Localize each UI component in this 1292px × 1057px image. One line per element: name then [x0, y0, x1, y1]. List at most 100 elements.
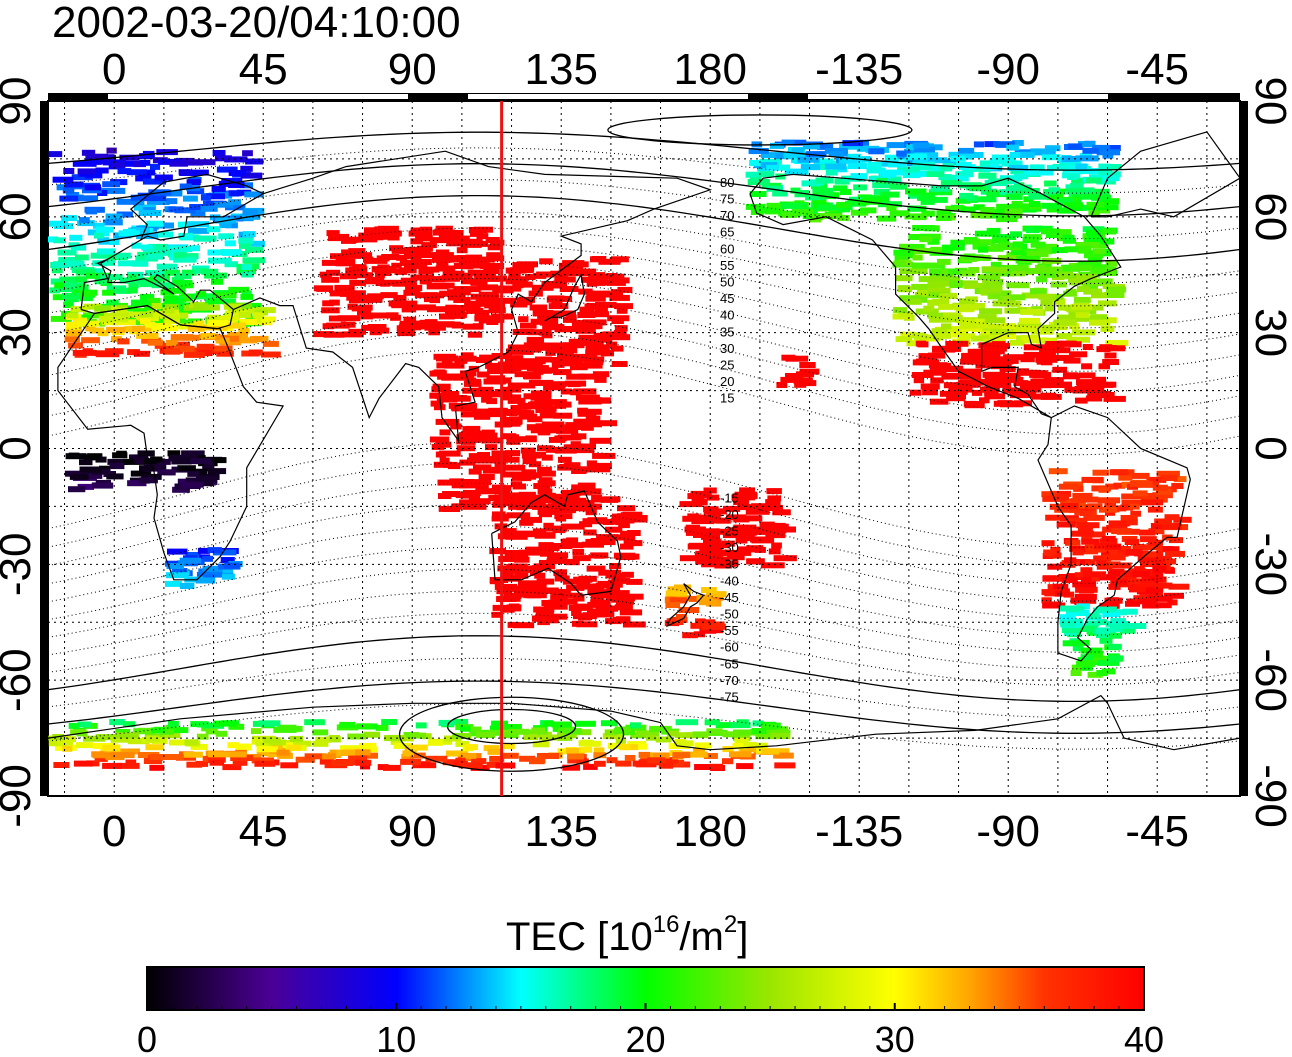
tec-cell: [223, 298, 236, 305]
tec-cell: [179, 557, 202, 564]
tec-cell: [130, 194, 144, 201]
tec-cell: [313, 285, 333, 292]
tec-cell: [984, 317, 1006, 324]
tec-cell: [499, 732, 519, 739]
tec-cell: [959, 298, 975, 305]
tec-cell: [923, 369, 947, 376]
tec-cell: [73, 760, 93, 767]
tec-cell: [817, 143, 834, 150]
tec-cell: [242, 209, 258, 216]
tec-cell: [571, 320, 587, 327]
tec-cell: [380, 292, 398, 299]
tec-cell: [1111, 528, 1132, 535]
tec-cell: [745, 171, 760, 178]
tec-cell: [529, 758, 545, 765]
tec-cell: [805, 194, 825, 201]
tec-cell: [1063, 202, 1084, 209]
tec-cell: [1066, 573, 1079, 580]
tec-cell: [442, 506, 461, 512]
tec-cell: [772, 190, 788, 197]
tec-cell: [1125, 549, 1143, 555]
tec-cell: [752, 528, 767, 535]
tec-cell: [497, 533, 522, 540]
tec-cell: [195, 480, 213, 487]
tec-cell: [607, 579, 622, 586]
tec-cell: [417, 252, 438, 259]
tec-cell: [1049, 490, 1071, 497]
tec-cell: [1081, 476, 1104, 483]
tec-cell: [838, 157, 857, 164]
tec-cell: [959, 368, 981, 375]
tec-cell: [1047, 563, 1063, 570]
tec-cell: [208, 751, 230, 758]
tec-cell: [116, 252, 131, 259]
tec-cell: [1003, 354, 1026, 361]
tec-cell: [312, 740, 329, 747]
tec-cell: [502, 464, 526, 471]
tec-cell: [570, 364, 588, 371]
tec-cell: [589, 421, 602, 428]
tec-cell: [245, 315, 263, 322]
tec-cell: [116, 198, 138, 205]
tec-cell: [1049, 503, 1062, 510]
tec-cell: [165, 339, 178, 346]
tec-cell: [977, 274, 1001, 281]
tec-cell: [602, 733, 623, 740]
tec-cell: [1042, 602, 1066, 609]
tec-cell: [326, 322, 350, 329]
tec-cell: [582, 362, 603, 369]
tec-cell: [780, 376, 804, 383]
tec-cell: [109, 239, 120, 245]
tec-cell: [565, 380, 587, 387]
tec-cell: [160, 728, 174, 735]
tec-cell: [443, 461, 458, 468]
tec-cell: [611, 517, 635, 524]
axis-left-tick-label: -30: [0, 533, 40, 597]
axis-top-tick-label: 0: [102, 45, 126, 94]
tec-cell: [106, 326, 125, 333]
tec-cell: [206, 457, 227, 464]
tec-cell: [1084, 544, 1102, 551]
tec-cell: [1000, 376, 1024, 383]
tec-cell: [593, 747, 605, 754]
tec-cell: [836, 201, 850, 208]
tec-cell: [1109, 625, 1123, 632]
tec-cell: [139, 311, 153, 318]
tec-cell: [186, 179, 201, 186]
tec-cell: [757, 207, 779, 214]
tec-cell: [617, 513, 628, 520]
tec-cell: [999, 366, 1016, 373]
tec-cell: [1059, 161, 1081, 167]
tec-cell: [591, 256, 607, 262]
tec-cell: [491, 720, 508, 727]
tec-cell: [545, 525, 568, 532]
tec-cell: [195, 291, 207, 298]
tec-cell: [227, 742, 240, 749]
tec-cell: [1073, 597, 1097, 604]
tec-cell: [1118, 474, 1133, 481]
tec-cell: [1070, 183, 1084, 189]
tec-cell: [773, 752, 794, 759]
tec-cell: [1149, 576, 1163, 583]
tec-cell: [1086, 575, 1100, 582]
tec-cell: [979, 160, 990, 167]
tec-cell: [737, 546, 756, 553]
tec-cell: [49, 287, 60, 294]
tec-cell: [508, 272, 521, 279]
tec-cell: [1006, 144, 1019, 151]
tec-cell: [263, 737, 281, 744]
tec-cell: [167, 548, 188, 555]
tec-cell: [1023, 344, 1045, 351]
tec-cell: [1039, 349, 1056, 356]
tec-cell: [899, 243, 915, 250]
tec-cell: [730, 531, 752, 538]
tec-cell: [582, 338, 598, 345]
tec-cell: [856, 145, 880, 152]
tec-cell: [739, 487, 755, 494]
tec-cell: [674, 740, 694, 747]
tec-cell: [600, 350, 614, 357]
tec-cell: [753, 162, 778, 169]
tec-cell: [1120, 504, 1133, 511]
tec-cell: [1062, 166, 1080, 173]
magnetic-latitude-label: 25: [720, 358, 734, 373]
